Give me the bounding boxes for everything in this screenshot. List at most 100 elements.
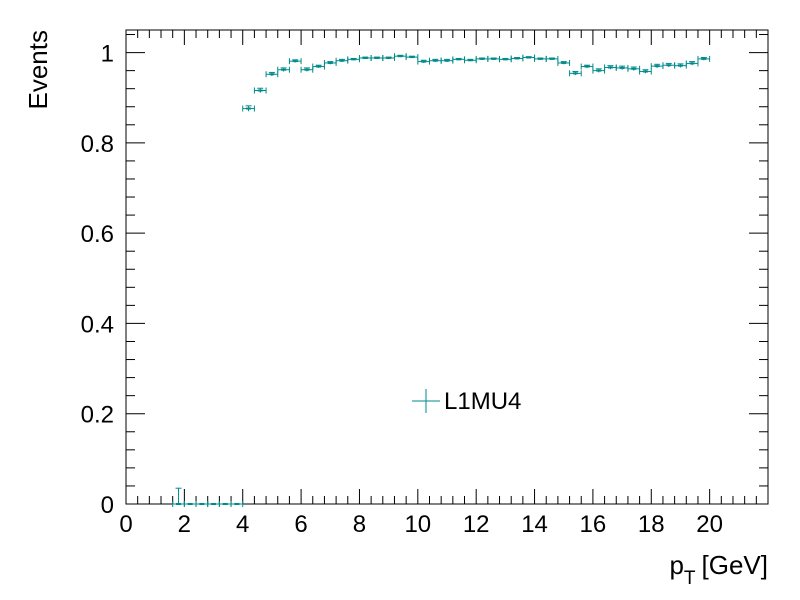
x-tick-label: 2 xyxy=(178,511,191,538)
x-axis-title: pT [GeV] xyxy=(669,550,768,589)
x-axis-title-subscript: T xyxy=(684,568,696,589)
point-marker xyxy=(362,56,368,59)
x-tick-label: 10 xyxy=(404,511,431,538)
y-tick-label: 0.6 xyxy=(81,221,114,248)
data-point xyxy=(405,54,419,61)
point-marker xyxy=(386,56,392,59)
y-tick-label: 0.2 xyxy=(81,402,114,429)
point-marker xyxy=(642,70,648,73)
data-point xyxy=(697,55,711,62)
data-point xyxy=(172,487,185,507)
point-marker xyxy=(631,67,637,70)
point-marker xyxy=(561,61,567,64)
point-marker xyxy=(549,57,555,60)
data-point xyxy=(218,501,232,507)
point-marker xyxy=(222,503,228,505)
point-marker xyxy=(234,503,240,505)
data-point xyxy=(253,87,267,94)
data-point xyxy=(242,105,255,112)
data-point xyxy=(662,62,676,69)
data-point xyxy=(358,54,372,61)
y-tick-labels: 0 0.2 0.4 0.6 0.8 1 xyxy=(81,41,114,519)
point-marker xyxy=(584,65,590,68)
data-point xyxy=(464,57,477,64)
data-point xyxy=(300,66,314,73)
point-marker xyxy=(479,57,485,60)
point-marker xyxy=(456,58,462,61)
data-point xyxy=(452,56,466,63)
point-marker xyxy=(619,66,625,69)
point-marker xyxy=(444,59,450,62)
x-tick-label: 14 xyxy=(521,511,548,538)
point-marker xyxy=(607,66,613,69)
point-marker xyxy=(526,56,532,59)
x-tick-label: 20 xyxy=(696,511,723,538)
point-marker xyxy=(666,64,672,67)
point-marker xyxy=(327,61,333,64)
point-marker xyxy=(409,56,415,59)
data-point xyxy=(475,55,489,62)
point-marker xyxy=(292,60,298,63)
data-point xyxy=(487,55,501,62)
point-marker xyxy=(199,503,205,505)
point-marker xyxy=(514,57,520,60)
x-axis-title-symbol: p xyxy=(669,550,683,580)
data-point xyxy=(323,59,337,66)
data-point xyxy=(277,66,290,73)
data-point xyxy=(382,54,395,61)
data-point xyxy=(545,55,559,62)
point-marker xyxy=(339,59,345,62)
x-tick-label: 4 xyxy=(236,511,249,538)
data-point xyxy=(347,56,360,63)
point-marker xyxy=(677,64,683,67)
x-tick-label: 8 xyxy=(353,511,366,538)
y-tick-label: 0.8 xyxy=(81,131,114,158)
data-point xyxy=(265,71,279,78)
data-point xyxy=(627,65,641,72)
data-point xyxy=(230,501,244,507)
point-marker xyxy=(316,65,322,68)
data-point xyxy=(615,64,629,71)
point-marker xyxy=(246,107,252,110)
point-marker xyxy=(421,60,427,63)
data-point xyxy=(440,57,454,64)
x-tick-label: 6 xyxy=(294,511,307,538)
point-marker xyxy=(502,58,508,61)
data-point xyxy=(312,63,325,70)
x-axis-title-text: [GeV] xyxy=(702,550,768,580)
data-point xyxy=(522,54,536,61)
x-tick-labels: 0 2 4 6 8 10 12 14 16 18 20 xyxy=(119,511,723,538)
point-marker xyxy=(432,59,438,62)
point-marker xyxy=(491,57,497,60)
data-point xyxy=(370,54,384,61)
y-tick-label: 1 xyxy=(101,41,114,68)
point-marker xyxy=(281,68,287,71)
point-marker xyxy=(397,55,403,58)
point-marker xyxy=(211,503,217,505)
point-marker xyxy=(596,69,602,72)
point-marker xyxy=(374,56,380,59)
point-marker xyxy=(269,73,275,76)
data-point xyxy=(685,60,699,67)
data-point xyxy=(183,501,197,507)
data-point xyxy=(592,67,606,74)
data-point xyxy=(428,57,442,64)
y-axis-title: Events xyxy=(23,30,53,110)
point-marker xyxy=(304,68,310,71)
data-point xyxy=(499,56,512,63)
data-point xyxy=(650,63,664,70)
y-tick-label: 0 xyxy=(101,492,114,519)
data-point xyxy=(195,501,209,507)
x-tick-label: 12 xyxy=(463,511,490,538)
data-point xyxy=(534,55,547,62)
point-marker xyxy=(187,503,193,505)
data-point xyxy=(207,501,220,507)
data-point xyxy=(604,64,617,71)
legend: L1MU4 xyxy=(412,388,521,415)
data-point xyxy=(557,59,571,66)
point-marker xyxy=(654,65,660,68)
y-tick-label: 0.4 xyxy=(81,311,114,338)
x-tick-label: 18 xyxy=(638,511,665,538)
data-point xyxy=(580,63,594,70)
